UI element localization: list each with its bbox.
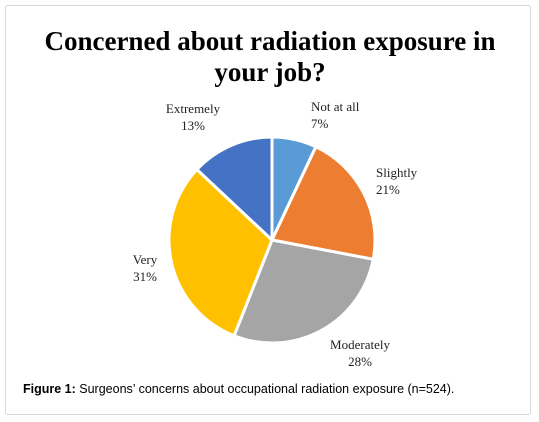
pie-slices: [167, 135, 377, 345]
slice-name-extremely: Extremely: [166, 101, 221, 116]
slice-percent-very: 31%: [133, 269, 157, 284]
slice-percent-slightly: 21%: [376, 182, 400, 197]
slice-name-very: Very: [133, 252, 158, 267]
caption-label: Figure 1:: [23, 382, 76, 396]
slice-percent-extremely: 13%: [181, 118, 205, 133]
figure-caption: Figure 1: Surgeons’ concerns about occup…: [23, 382, 523, 397]
pie-slice-moderately: [232, 238, 375, 345]
pie-labels: Not at all 7% Slightly 21% Moderately 28% Very…: [133, 99, 418, 369]
slice-name-slightly: Slightly: [376, 165, 418, 180]
slice-label-moderately: Moderately 28%: [330, 337, 390, 369]
pie-slice-slightly: [270, 145, 377, 261]
slice-label-extremely: Extremely 13%: [166, 101, 221, 133]
slice-percent-not-at-all: 7%: [311, 116, 329, 131]
slice-label-not-at-all: Not at all 7%: [311, 99, 360, 131]
chart-title-line-1: Concerned about radiation exposure in: [44, 26, 496, 56]
slice-percent-moderately: 28%: [348, 354, 372, 369]
slice-name-moderately: Moderately: [330, 337, 390, 352]
pie-slice-very: [167, 167, 274, 338]
slice-label-slightly: Slightly 21%: [376, 165, 418, 197]
chart-title-line-2: your job?: [214, 57, 326, 87]
slice-name-not-at-all: Not at all: [311, 99, 360, 114]
chart-title: Concerned about radiation exposure in yo…: [20, 26, 520, 88]
slice-label-very: Very 31%: [133, 252, 158, 284]
caption-text: Surgeons’ concerns about occupational ra…: [75, 382, 455, 396]
pie-slice-extremely: [195, 135, 274, 242]
